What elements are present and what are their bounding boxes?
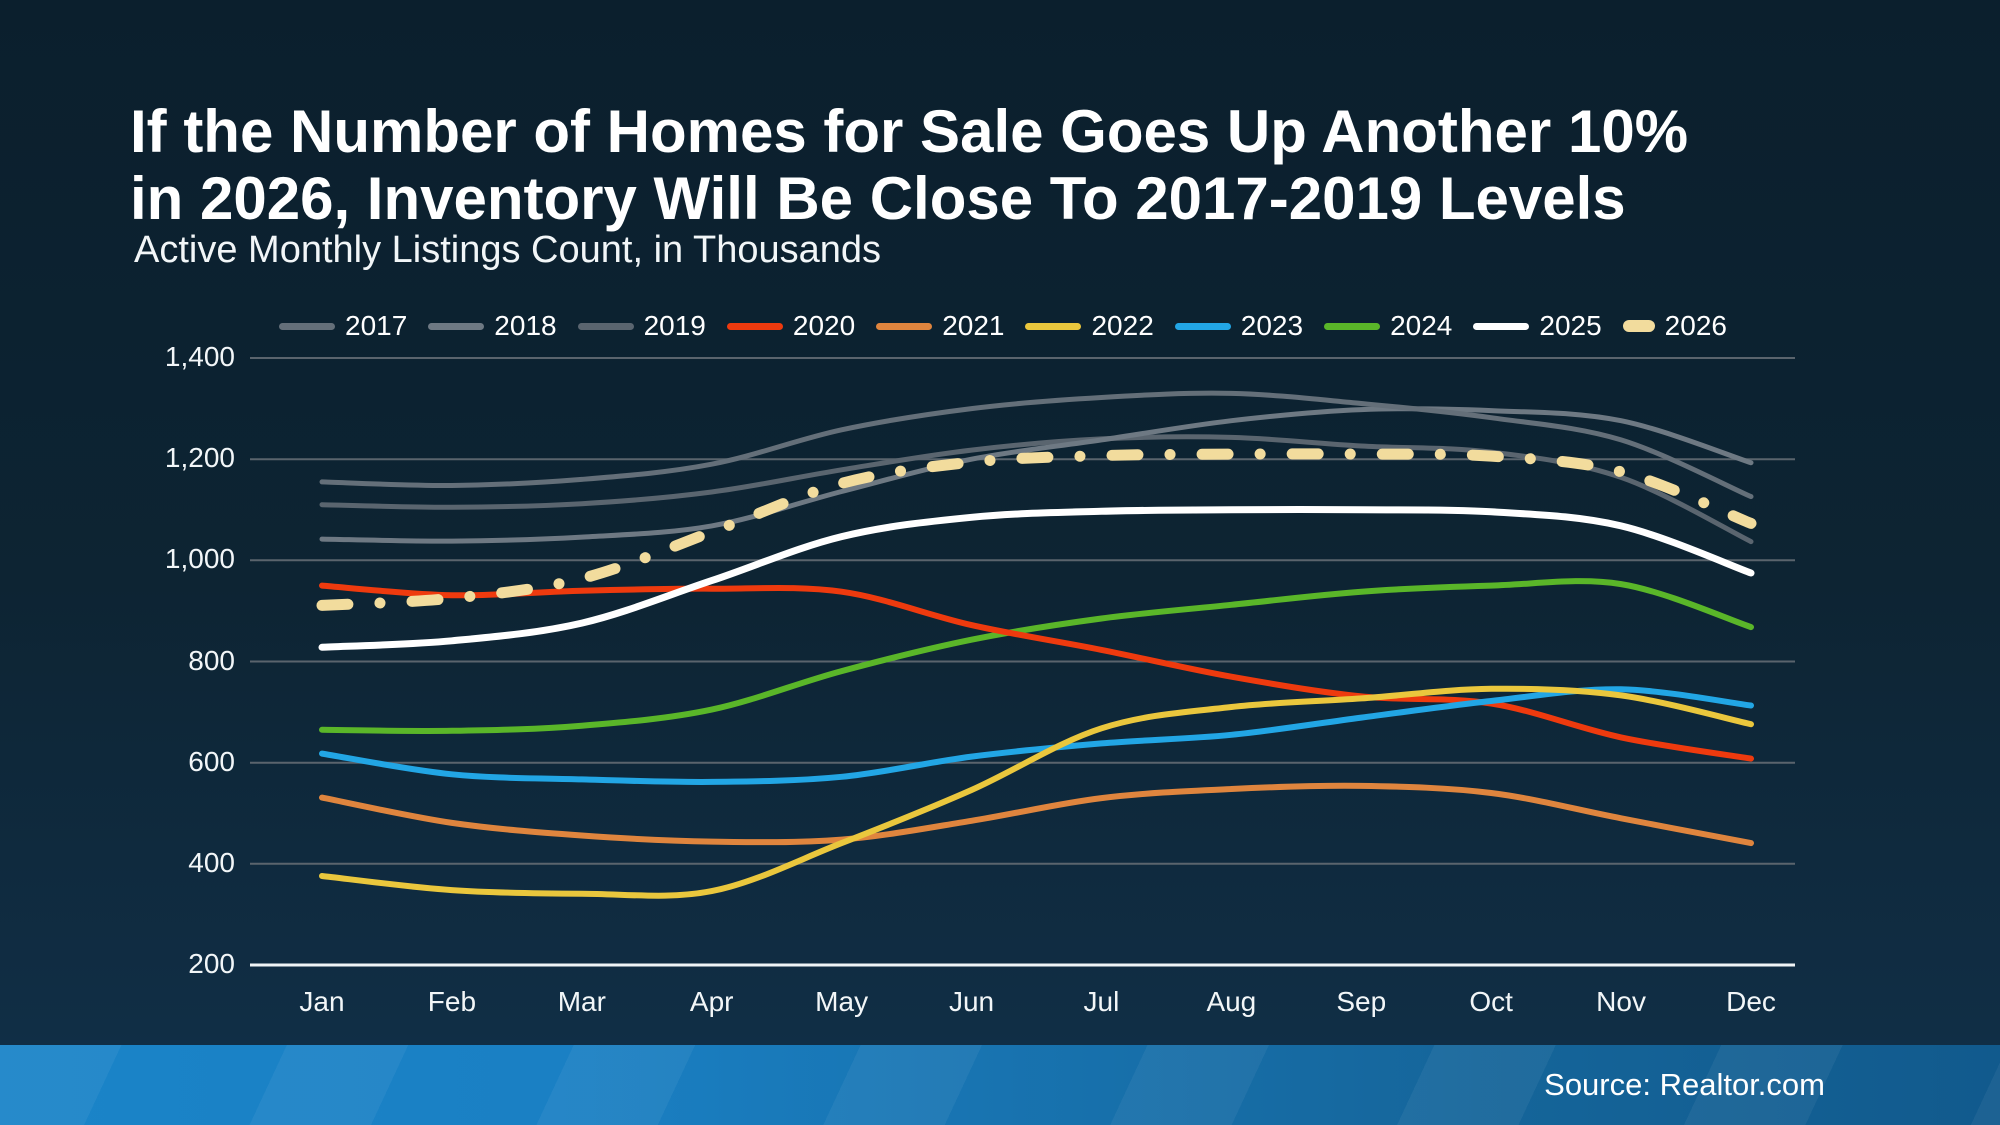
chart-series-2022 — [319, 685, 1754, 899]
legend-label-2023: 2023 — [1240, 310, 1304, 341]
chart-series-2023 — [319, 686, 1754, 785]
y-axis-label-600: 600 — [188, 745, 235, 777]
legend-swatch-2020 — [726, 322, 783, 330]
x-axis-label-aug: Aug — [1206, 986, 1257, 1017]
chart-series-2024 — [319, 578, 1754, 734]
legend-label-2021: 2021 — [942, 310, 1005, 341]
x-axis-label-mar: Mar — [557, 986, 606, 1017]
y-axis-label-1400: 1,400 — [164, 341, 235, 372]
legend-swatch-2026 — [1622, 320, 1655, 332]
legend-item-2019: 2019 — [577, 310, 706, 342]
legend-item-2026: 2026 — [1622, 310, 1727, 342]
page-title: If the Number of Homes for Sale Goes Up … — [130, 98, 1689, 233]
x-axis-label-apr: Apr — [689, 986, 734, 1017]
footer-bar: Source: Realtor.com — [0, 1045, 2000, 1125]
legend-swatch-2019 — [577, 322, 634, 330]
legend-item-2022: 2022 — [1025, 310, 1154, 342]
legend-label-2025: 2025 — [1539, 310, 1602, 341]
legend-label-2020: 2020 — [792, 310, 856, 341]
legend-label-2019: 2019 — [643, 310, 706, 341]
chart-series-2019 — [319, 434, 1754, 545]
chart-subtitle: Active Monthly Listings Count, in Thousa… — [134, 229, 882, 271]
y-axis-label-1200: 1,200 — [164, 442, 235, 474]
legend-item-2017: 2017 — [279, 310, 407, 342]
chart-series-2018 — [319, 406, 1754, 544]
y-axis-label-1000: 1,000 — [164, 543, 235, 575]
legend-swatch-2021 — [876, 322, 933, 330]
legend-label-2018: 2018 — [494, 310, 557, 341]
legend-label-2022: 2022 — [1091, 310, 1154, 341]
chart-series-2017 — [319, 390, 1754, 500]
legend-label-2026: 2026 — [1664, 310, 1727, 341]
legend-swatch-2018 — [428, 322, 485, 330]
legend-swatch-2022 — [1025, 322, 1082, 330]
legend-item-2023: 2023 — [1174, 310, 1304, 342]
legend-swatch-2023 — [1174, 322, 1231, 330]
chart-legend: 2017 2018 2019 2020 2021 2022 2023 2024 2025 2026 — [279, 308, 1727, 344]
source-credit: Source: Realtor.com — [1544, 1067, 1825, 1102]
x-axis-label-jul: Jul — [1083, 986, 1120, 1017]
legend-item-2020: 2020 — [726, 310, 856, 342]
legend-item-2024: 2024 — [1324, 310, 1452, 342]
x-axis-label-jun: Jun — [948, 986, 995, 1017]
chart-series-2020 — [319, 582, 1754, 762]
x-axis-label-feb: Feb — [427, 986, 477, 1017]
legend-swatch-2024 — [1324, 322, 1381, 330]
legend-item-2025: 2025 — [1473, 310, 1602, 342]
x-axis-label-nov: Nov — [1596, 986, 1646, 1017]
chart-series-2025 — [318, 506, 1755, 651]
chart-series-2021 — [319, 782, 1754, 847]
y-axis-label-800: 800 — [188, 644, 235, 676]
y-axis-label-200: 200 — [188, 948, 235, 979]
chart-series-2026 — [316, 448, 1757, 611]
legend-item-2021: 2021 — [876, 310, 1004, 342]
y-axis-label-400: 400 — [188, 846, 235, 878]
legend-item-2018: 2018 — [428, 310, 557, 342]
x-axis-label-oct: Oct — [1469, 986, 1513, 1017]
x-axis-label-may: May — [815, 986, 869, 1017]
x-axis-label-jan: Jan — [299, 986, 345, 1017]
x-axis-label-sep: Sep — [1336, 986, 1387, 1017]
x-axis-label-dec: Dec — [1726, 986, 1776, 1017]
legend-swatch-2017 — [279, 322, 335, 330]
legend-label-2017: 2017 — [345, 310, 408, 341]
legend-label-2024: 2024 — [1390, 310, 1453, 341]
legend-swatch-2025 — [1473, 322, 1530, 330]
